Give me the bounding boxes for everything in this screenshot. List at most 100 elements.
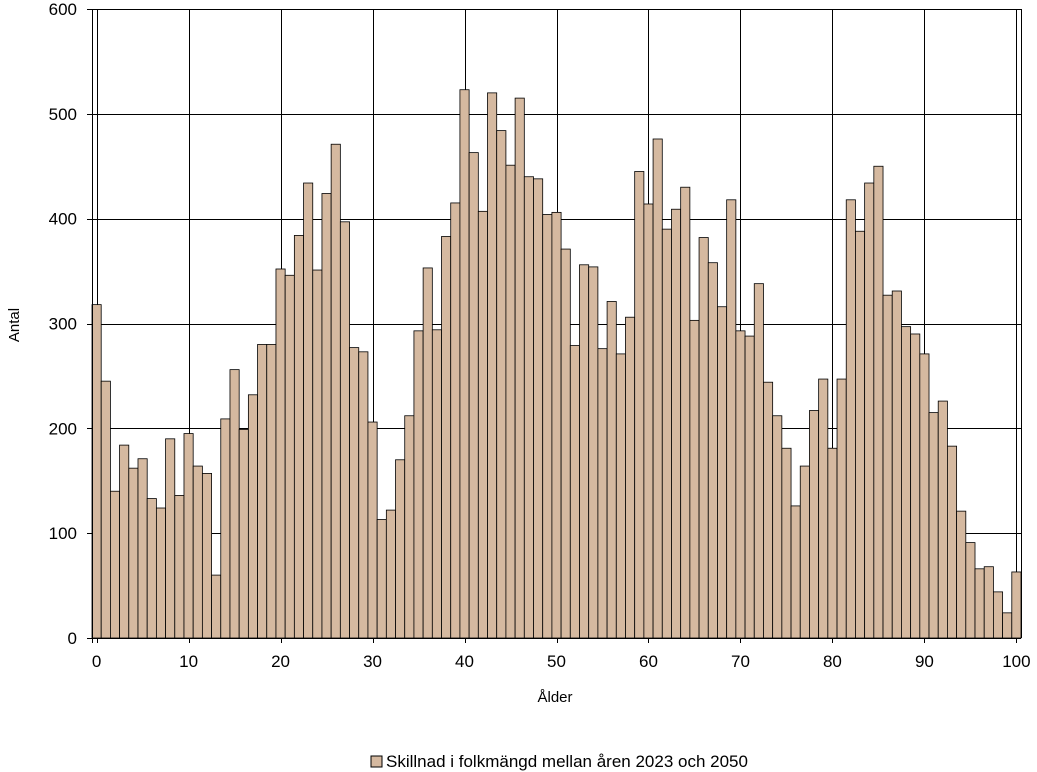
bar-age-99 [1002, 612, 1013, 639]
bar-age-54 [588, 266, 599, 639]
bar-age-91 [928, 412, 939, 639]
bar-age-72 [753, 283, 764, 639]
bar-age-79 [818, 378, 829, 639]
bar-age-83 [855, 230, 866, 639]
bar-age-75 [781, 447, 792, 639]
bar-age-25 [321, 193, 332, 639]
bar-age-86 [882, 294, 893, 639]
bar-age-51 [560, 248, 571, 639]
bar-age-11 [192, 465, 203, 639]
bar-age-1 [100, 380, 111, 639]
bar-age-71 [744, 335, 755, 639]
bar-age-93 [947, 445, 958, 639]
bar-age-81 [836, 378, 847, 639]
axes [87, 9, 1021, 643]
bar-age-3 [119, 444, 130, 639]
bar-age-9 [174, 495, 185, 639]
legend-swatch [370, 755, 383, 768]
bar-age-16 [238, 428, 249, 639]
bar-age-92 [937, 400, 948, 639]
bar-age-53 [579, 264, 590, 639]
bar-age-89 [910, 333, 921, 639]
y-tick-label: 600 [49, 0, 77, 19]
legend: Skillnad i folkmängd mellan åren 2023 oc… [370, 752, 748, 771]
bar-age-19 [266, 344, 277, 639]
bar-age-35 [413, 330, 424, 639]
bar-age-23 [303, 182, 314, 639]
bar-age-80 [827, 447, 838, 639]
bar-age-34 [404, 415, 415, 639]
y-axis-title: Antal [6, 308, 23, 342]
bar-age-18 [257, 344, 268, 639]
bar-age-24 [312, 269, 323, 639]
bar-age-12 [201, 473, 212, 639]
bar-age-45 [505, 164, 516, 639]
bar-age-85 [873, 165, 884, 639]
bar-age-31 [376, 519, 387, 639]
bar-age-36 [422, 267, 433, 639]
x-tick-label: 30 [363, 652, 382, 671]
bar-age-39 [450, 202, 461, 639]
bar-age-30 [367, 421, 378, 639]
bar-age-13 [211, 574, 222, 639]
bar-age-88 [901, 326, 912, 639]
bar-age-46 [514, 97, 525, 639]
bar-age-27 [339, 221, 350, 639]
bar-series [91, 89, 1022, 639]
bar-age-61 [652, 138, 663, 639]
bar-age-66 [698, 237, 709, 639]
bar-age-90 [919, 353, 930, 639]
bar-age-57 [615, 353, 626, 639]
bar-age-50 [551, 211, 562, 639]
bar-age-65 [689, 319, 700, 639]
bar-age-33 [395, 459, 406, 639]
bar-age-21 [284, 274, 295, 639]
x-tick-label: 50 [547, 652, 566, 671]
y-tick-label: 200 [49, 419, 77, 438]
y-tick-label: 0 [68, 629, 77, 648]
bar-age-95 [965, 542, 976, 639]
y-tick-label: 500 [49, 105, 77, 124]
bar-age-58 [625, 316, 636, 639]
x-tick-label: 0 [92, 652, 101, 671]
legend-label: Skillnad i folkmängd mellan åren 2023 oc… [386, 752, 748, 771]
bar-age-17 [247, 394, 258, 639]
bar-age-37 [431, 329, 442, 639]
bar-age-6 [146, 498, 157, 639]
bar-age-69 [726, 199, 737, 639]
bar-age-8 [165, 438, 176, 639]
bar-age-49 [542, 214, 553, 639]
bar-age-14 [220, 418, 231, 639]
bar-age-76 [790, 505, 801, 639]
bar-age-78 [809, 410, 820, 639]
bar-age-59 [634, 171, 645, 639]
bar-age-70 [735, 330, 746, 639]
bar-age-77 [799, 465, 810, 639]
bar-age-28 [349, 347, 360, 639]
bar-age-15 [229, 369, 240, 639]
x-tick-labels: 0 10 20 30 40 50 60 70 80 90 100 [92, 652, 1031, 671]
bar-age-5 [137, 458, 148, 639]
y-tick-label: 300 [49, 315, 77, 334]
bar-age-64 [680, 186, 691, 639]
x-tick-label: 80 [823, 652, 842, 671]
x-tick-label: 100 [1002, 652, 1030, 671]
y-tick-label: 100 [49, 524, 77, 543]
y-tick-labels: 0 100 200 300 400 500 600 [49, 0, 77, 648]
bar-age-56 [606, 301, 617, 639]
y-tick-label: 400 [49, 210, 77, 229]
bar-age-62 [661, 228, 672, 639]
x-tick-label: 40 [455, 652, 474, 671]
bar-age-22 [293, 235, 304, 639]
bar-age-32 [385, 509, 396, 639]
bar-age-94 [956, 510, 967, 639]
bar-age-67 [707, 262, 718, 639]
x-tick-label: 90 [915, 652, 934, 671]
bar-age-48 [533, 178, 544, 639]
bar-age-96 [974, 568, 985, 639]
x-tick-label: 20 [271, 652, 290, 671]
x-tick-label: 60 [639, 652, 658, 671]
bar-age-38 [441, 236, 452, 639]
bar-age-100 [1011, 571, 1022, 639]
